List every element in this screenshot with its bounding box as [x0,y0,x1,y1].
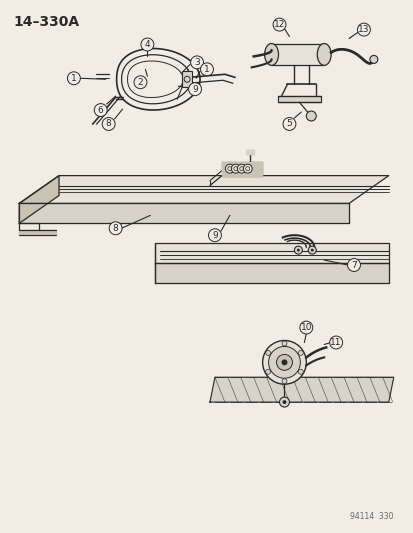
Ellipse shape [264,44,278,66]
Circle shape [273,18,285,31]
Circle shape [281,341,286,346]
Polygon shape [277,96,320,102]
Polygon shape [155,263,388,283]
Circle shape [294,246,301,254]
Text: 13: 13 [357,25,369,34]
Text: 12: 12 [273,20,285,29]
Polygon shape [245,150,253,154]
Polygon shape [19,175,59,223]
Text: 3: 3 [194,58,199,67]
Polygon shape [209,377,393,402]
Polygon shape [19,230,56,235]
Circle shape [308,246,316,254]
Circle shape [356,23,370,36]
Circle shape [208,229,221,241]
Text: 5: 5 [286,119,292,128]
Circle shape [237,164,246,173]
Circle shape [265,369,270,374]
Text: 1: 1 [71,74,76,83]
Text: 6: 6 [97,106,103,115]
Circle shape [225,164,234,173]
Text: 4: 4 [144,40,150,49]
Circle shape [369,55,377,63]
Circle shape [134,76,147,88]
Text: 8: 8 [112,224,118,233]
Circle shape [299,321,312,334]
Polygon shape [19,175,388,204]
FancyBboxPatch shape [182,71,192,87]
Circle shape [268,346,300,378]
Circle shape [262,341,306,384]
Circle shape [310,248,313,252]
Circle shape [281,359,287,365]
Circle shape [298,369,303,374]
Text: 1: 1 [204,65,209,74]
Text: 9: 9 [211,231,217,240]
Ellipse shape [316,44,330,66]
Circle shape [102,117,115,131]
Circle shape [231,164,240,173]
Circle shape [109,222,122,235]
Polygon shape [155,243,388,263]
Circle shape [347,259,360,271]
Circle shape [190,56,203,69]
Circle shape [200,63,213,76]
Circle shape [67,72,80,85]
Circle shape [298,350,303,356]
Circle shape [243,164,252,173]
Text: 11: 11 [330,338,341,347]
Circle shape [329,336,342,349]
Circle shape [279,397,289,407]
Polygon shape [19,204,348,223]
Text: 8: 8 [106,119,111,128]
Polygon shape [221,161,261,175]
Polygon shape [271,44,323,66]
Circle shape [281,379,286,384]
Text: 94114  330: 94114 330 [349,512,393,521]
Circle shape [282,400,286,404]
Text: 7: 7 [350,261,356,270]
Text: 9: 9 [192,85,197,94]
Text: 2: 2 [137,78,143,87]
Circle shape [265,350,270,356]
Circle shape [306,111,316,121]
Circle shape [140,38,154,51]
Text: 14–330A: 14–330A [13,15,79,29]
Circle shape [188,83,201,95]
Circle shape [94,103,107,117]
Circle shape [276,354,292,370]
Text: 10: 10 [300,323,311,332]
Circle shape [296,248,299,252]
Circle shape [282,117,295,131]
